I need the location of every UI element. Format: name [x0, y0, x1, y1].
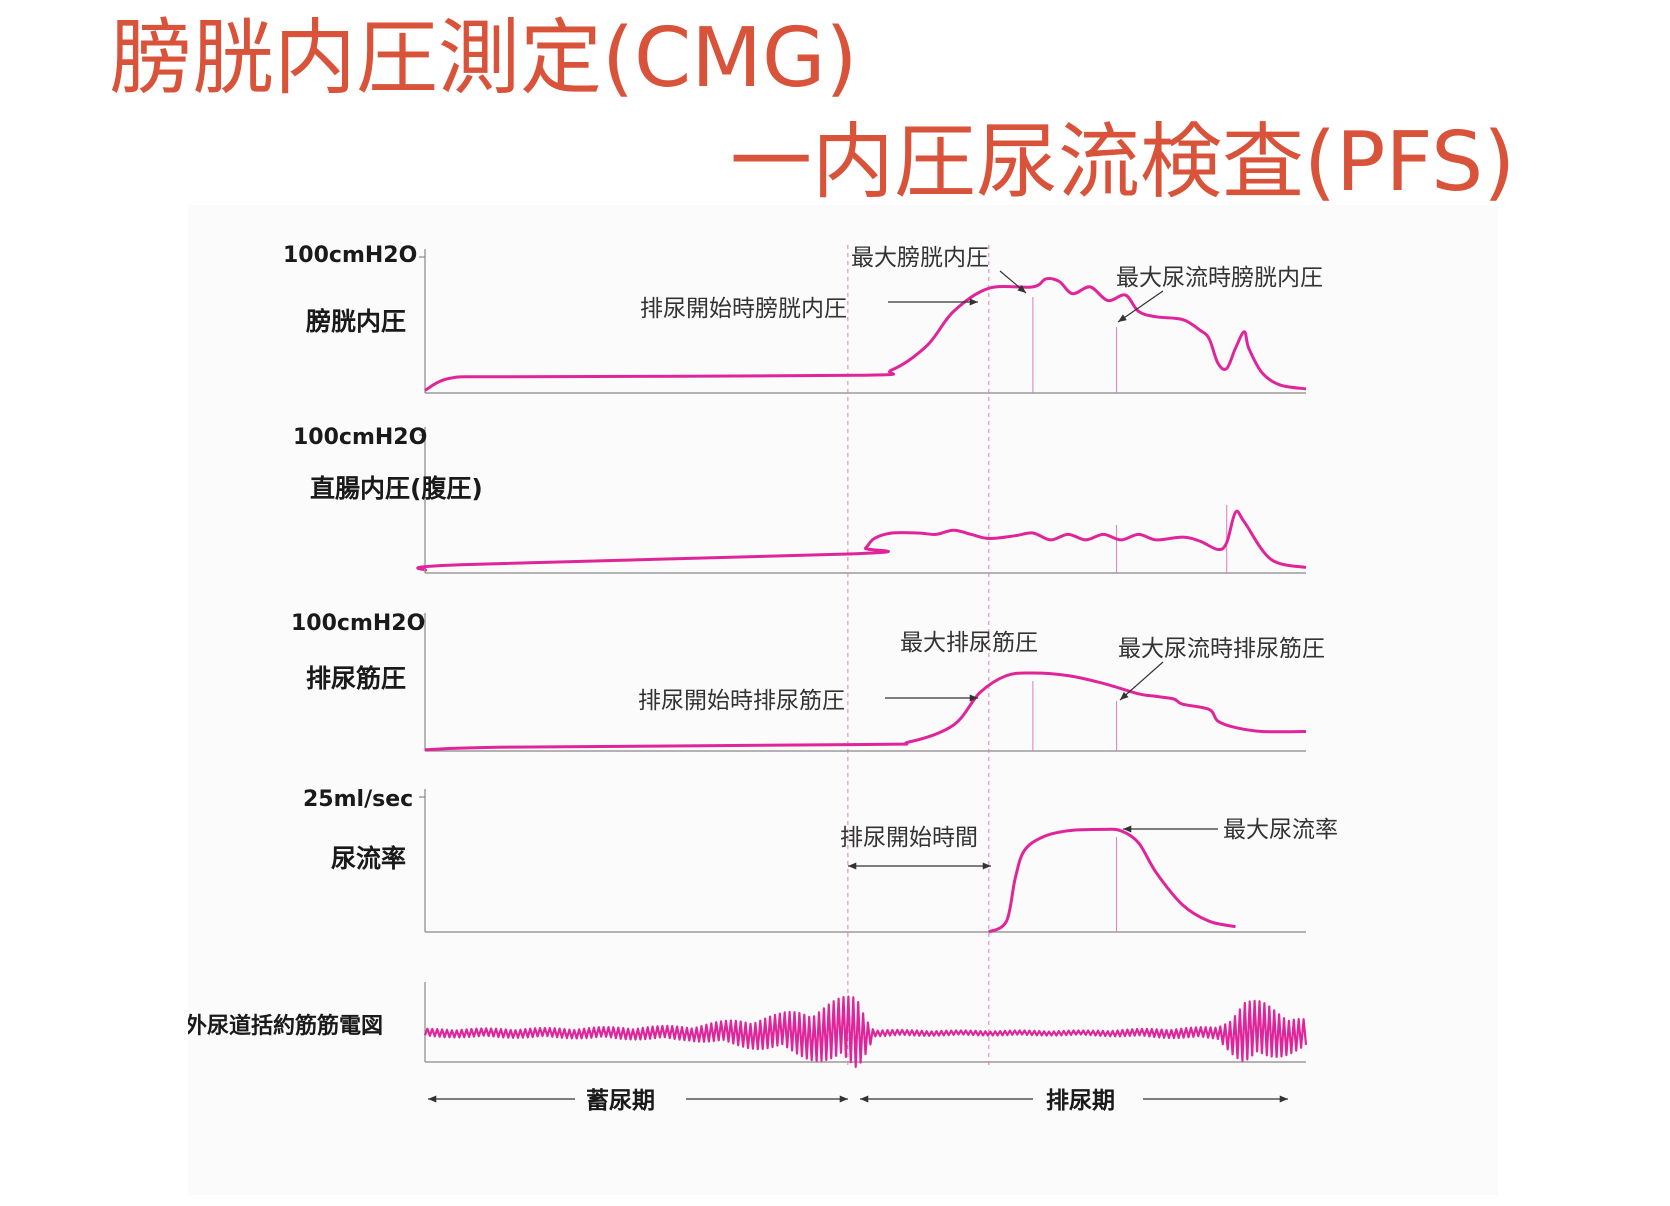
title-line-2: 一内圧尿流検査(PFS)	[730, 115, 1516, 210]
annotation-max-detrusor-pressure: 最大排尿筋圧	[900, 630, 1038, 656]
panel5-name: 外尿道括約筋筋電図	[188, 1013, 383, 1039]
annotation-bladder-pressure-at-voiding-start: 排尿開始時膀胱内圧	[640, 296, 847, 322]
phase-label-voiding: 排尿期	[1046, 1088, 1115, 1114]
arrow-detrusor-max-flow	[1119, 661, 1164, 701]
arrow-detrusor-voiding-start-head	[969, 694, 978, 702]
urodynamic-figure: 100cmH2O 膀胱内圧 最大膀胱内圧 排尿開始時膀胱内圧 最大尿流時膀胱内圧…	[188, 205, 1498, 1195]
panel2-scale-label: 100cmH2O	[293, 425, 427, 450]
arrow-voiding-phase-left-head	[860, 1095, 869, 1103]
flow-rate-trace	[988, 827, 1236, 934]
arrow-voiding-start-time-right-head	[982, 862, 991, 870]
arrow-storage-phase-left-head	[428, 1095, 437, 1103]
arrow-storage-phase-right-head	[839, 1095, 848, 1103]
title-line-1: 膀胱内圧測定(CMG)	[110, 11, 858, 106]
annotation-detrusor-pressure-at-voiding-start: 排尿開始時排尿筋圧	[638, 688, 845, 714]
annotation-voiding-start-time: 排尿開始時間	[840, 825, 978, 851]
detrusor-pressure-trace	[424, 671, 1307, 752]
panel3-name: 排尿筋圧	[306, 664, 406, 693]
phase-label-storage: 蓄尿期	[586, 1088, 655, 1114]
annotation-detrusor-pressure-at-max-flow: 最大尿流時排尿筋圧	[1118, 636, 1325, 662]
arrow-bladder-voiding-start-head	[969, 298, 978, 306]
panel4-name: 尿流率	[331, 844, 406, 873]
panel1-scale-label: 100cmH2O	[283, 243, 417, 268]
arrow-max-flow-rate-head	[1123, 825, 1132, 833]
annotation-bladder-pressure-at-max-flow: 最大尿流時膀胱内圧	[1116, 265, 1323, 291]
bladder-pressure-trace	[424, 276, 1307, 392]
abdominal-pressure-trace	[416, 509, 1307, 572]
urodynamic-chart-svg: 100cmH2O 膀胱内圧 最大膀胱内圧 排尿開始時膀胱内圧 最大尿流時膀胱内圧…	[188, 243, 1338, 1114]
annotation-max-flow-rate: 最大尿流率	[1223, 817, 1338, 843]
arrow-voiding-phase-right-head	[1279, 1095, 1288, 1103]
panel1-name: 膀胱内圧	[305, 307, 406, 336]
panel4-scale-label: 25ml/sec	[303, 787, 413, 812]
panel2-name: 直腸内圧(腹圧)	[310, 474, 483, 503]
arrow-bladder-max-flow-head	[1118, 314, 1127, 322]
panel3-scale-label: 100cmH2O	[291, 611, 425, 636]
arrow-detrusor-max-flow-head	[1120, 691, 1129, 700]
arrow-voiding-start-time-left-head	[848, 862, 857, 870]
emg-trace	[423, 995, 1308, 1068]
arrow-bladder-max-flow	[1117, 290, 1164, 323]
annotation-max-bladder-pressure: 最大膀胱内圧	[851, 245, 989, 271]
annotation-arrows	[428, 270, 1288, 1103]
arrow-max-bladder-pressure-head	[1017, 284, 1026, 293]
